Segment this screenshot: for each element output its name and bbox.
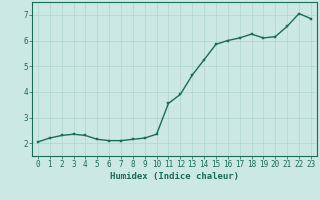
X-axis label: Humidex (Indice chaleur): Humidex (Indice chaleur): [110, 172, 239, 181]
